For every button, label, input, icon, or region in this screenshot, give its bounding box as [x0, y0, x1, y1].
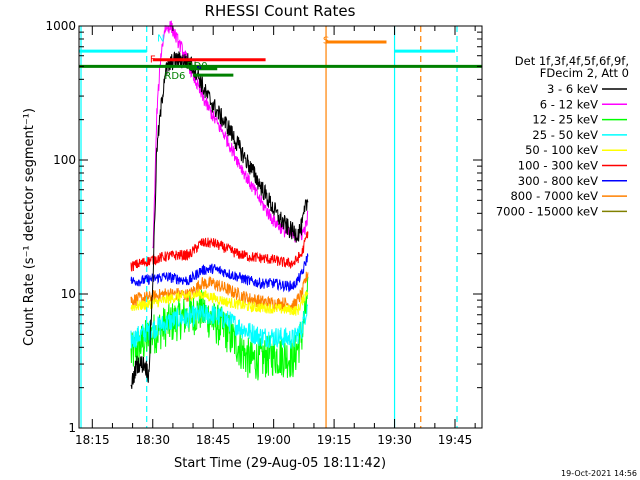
legend-label-7: 800 - 7000 keV — [510, 189, 598, 203]
series-line-0 — [130, 51, 309, 389]
x-tick-label: 19:30 — [377, 433, 412, 447]
flag-label-rd0: RD0 — [187, 61, 208, 72]
legend-label-0: 3 - 6 keV — [547, 82, 598, 96]
plot-frame — [78, 25, 483, 429]
legend-label-3: 25 - 50 keV — [532, 128, 598, 142]
legend-label-2: 12 - 25 keV — [532, 113, 598, 127]
x-tick-label: 19:15 — [317, 433, 352, 447]
series-line-7 — [130, 271, 309, 312]
legend-label-4: 50 - 100 keV — [525, 143, 598, 157]
legend-label-1: 6 - 12 keV — [540, 97, 598, 111]
legend-label-5: 100 - 300 keV — [518, 159, 598, 173]
y-tick-label: 1 — [68, 421, 76, 435]
flag-label-f: F — [150, 55, 156, 66]
x-tick-label: 18:15 — [75, 433, 110, 447]
x-tick-label: 18:30 — [135, 433, 170, 447]
legend-header-line: Det 1f,3f,4f,5f,6f,9f, — [515, 54, 629, 68]
x-tick-label: 18:45 — [196, 433, 231, 447]
x-tick-label: 19:45 — [438, 433, 473, 447]
series-line-5 — [130, 230, 309, 272]
legend-header-line: FDecim 2, Att 0 — [540, 66, 629, 80]
legend: Det 1f,3f,4f,5f,6f,9f,FDecim 2, Att 0 3 -… — [496, 54, 629, 218]
series-line-3 — [130, 303, 309, 349]
chart-title: RHESSI Count Rates — [205, 2, 356, 20]
flag-label-s: S — [323, 35, 329, 46]
flag-label-rd6: RD6 — [164, 71, 185, 82]
y-axis-label: Count Rate (s⁻¹ detector segment⁻¹) — [22, 108, 37, 346]
legend-label-6: 300 - 800 keV — [518, 174, 598, 188]
axes: 1 10 100 1000 18:15 18:30 18:45 19:00 19:15 19:30… — [45, 19, 482, 447]
timestamp: 19-Oct-2021 14:56 — [561, 469, 637, 478]
y-tick-label: 100 — [53, 153, 76, 167]
x-axis-label: Start Time (29-Aug-05 18:11:42) — [174, 456, 386, 471]
legend-label-8: 7000 - 15000 keV — [496, 204, 598, 218]
series-line-6 — [130, 253, 309, 293]
y-tick-label: 1000 — [45, 19, 76, 33]
y-tick-label: 10 — [61, 287, 76, 301]
flag-label-n: N — [157, 33, 164, 44]
x-tick-label: 19:00 — [256, 433, 291, 447]
series-line-4 — [130, 288, 309, 316]
